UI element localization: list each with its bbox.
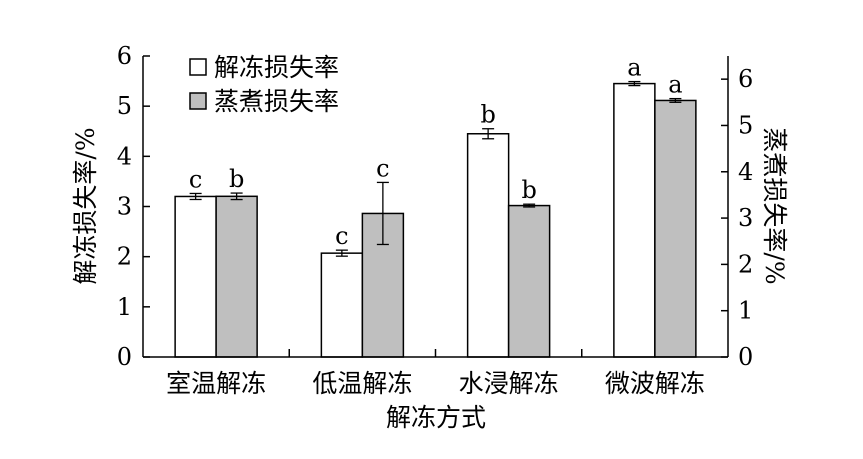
significance-label-s0-c0: c (189, 165, 202, 193)
y-tick-label-left-2: 2 (117, 243, 132, 271)
y-tick-label-left-0: 0 (117, 343, 132, 371)
legend: 解冻损失率 蒸煮损失率 (189, 53, 339, 116)
legend-swatch-thaw-loss (189, 58, 207, 76)
significance-label-s0-c3: a (627, 54, 641, 82)
y-tick-label-left-6: 6 (117, 42, 132, 70)
significance-label-s1-c1: c (376, 154, 389, 182)
legend-swatch-cook-loss (189, 92, 207, 110)
y-tick-label-left-5: 5 (117, 92, 132, 120)
y-axis-title-left: 解冻损失率/% (71, 127, 100, 284)
axes-layer: 0 1 2 3 4 5 6 0 1 2 3 4 5 6 室温解冻 低温解冻 水浸解冻 微波解冻 (117, 42, 754, 398)
y-tick-label-right-6: 6 (738, 65, 753, 93)
bar-s0-c3 (613, 82, 656, 358)
y-tick-label-right-0: 0 (738, 343, 753, 371)
significance-label-s1-c0: b (229, 165, 244, 193)
y-tick-label-left-4: 4 (117, 142, 132, 170)
legend-label-cook-loss: 蒸煮损失率 (214, 87, 339, 116)
error-bars-layer (189, 80, 682, 257)
y-tick-label-right-1: 1 (738, 297, 753, 325)
y-axis-title-right: 蒸煮损失率/% (760, 127, 789, 284)
bar-s0-c1 (320, 252, 364, 358)
bars-layer (174, 82, 697, 358)
y-tick-label-right-2: 2 (738, 250, 753, 278)
significance-label-s0-c2: b (480, 101, 495, 129)
y-tick-label-left-1: 1 (117, 293, 132, 321)
significance-label-s1-c2: b (521, 176, 536, 204)
bar-s0-c0 (174, 195, 217, 358)
bar-s1-c3 (654, 99, 697, 358)
x-category-label-2: 水浸解冻 (459, 369, 559, 398)
x-category-label-1: 低温解冻 (312, 369, 412, 398)
bar-s0-c2 (466, 133, 510, 358)
y-tick-label-right-5: 5 (738, 111, 753, 139)
y-tick-label-left-3: 3 (117, 193, 132, 221)
y-tick-label-right-4: 4 (738, 158, 753, 186)
x-category-label-3: 微波解冻 (605, 369, 705, 398)
x-axis-title: 解冻方式 (386, 403, 486, 432)
x-category-label-0: 室温解冻 (166, 369, 266, 398)
y-tick-label-right-3: 3 (738, 204, 753, 232)
bar-s1-c2 (507, 204, 551, 358)
significance-label-s0-c1: c (335, 222, 348, 250)
bar-s1-c0 (215, 195, 258, 358)
legend-label-thaw-loss: 解冻损失率 (214, 53, 339, 82)
significance-label-s1-c3: a (668, 71, 682, 99)
